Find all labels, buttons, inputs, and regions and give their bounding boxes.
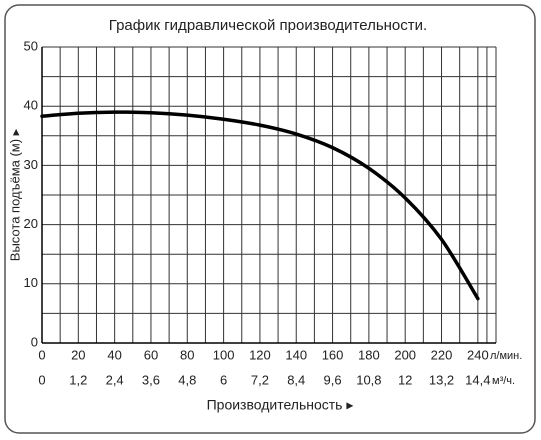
x-axis-label: Производительность ▸	[207, 397, 354, 413]
x2-tick-label: 10,8	[356, 372, 381, 387]
x2-tick-label: 6	[220, 372, 227, 387]
x2-tick-label: 7,2	[251, 372, 269, 387]
x2-tick-label: 12	[398, 372, 412, 387]
x2-tick-label: 4,8	[178, 372, 196, 387]
x-tick-label: 140	[285, 347, 307, 362]
x-tick-label: 60	[144, 347, 158, 362]
curve	[40, 110, 480, 301]
x-tick-label: 0	[38, 347, 45, 362]
x2-tick-label: 1,2	[69, 372, 87, 387]
x2-tick-label: 8,4	[287, 372, 305, 387]
x2-tick-label: 13,2	[429, 372, 454, 387]
x2-tick-label: 9,6	[324, 372, 342, 387]
y-tick-label: 40	[24, 98, 38, 113]
y-tick-label: 20	[24, 216, 38, 231]
x2-unit: м³/ч.	[492, 375, 515, 387]
x-tick-label: 120	[249, 347, 271, 362]
y-tick-label: 30	[24, 157, 38, 172]
x-tick-label: 20	[71, 347, 85, 362]
x-tick-label: 180	[358, 347, 380, 362]
chart-title: График гидравлической производительности…	[109, 17, 427, 34]
frame	[4, 4, 536, 434]
x-unit: л/мин.	[490, 350, 522, 362]
y-tick-label: 10	[24, 275, 38, 290]
x-tick-label: 40	[107, 347, 121, 362]
x-tick-label: 80	[180, 347, 194, 362]
y-tick-label: 0	[31, 334, 38, 349]
y-axis-label: Высота подъёма (м) ▸	[7, 128, 22, 261]
x-tick-label: 240	[467, 347, 489, 362]
y-tick-label: 50	[24, 38, 38, 53]
x-tick-label: 220	[431, 347, 453, 362]
x-tick-label: 100	[213, 347, 235, 362]
x2-tick-label: 3,6	[142, 372, 160, 387]
x2-tick-label: 0	[38, 372, 45, 387]
x2-tick-label: 14,4	[465, 372, 490, 387]
x2-tick-label: 2,4	[106, 372, 124, 387]
x-tick-label: 160	[322, 347, 344, 362]
x-tick-label: 200	[394, 347, 416, 362]
